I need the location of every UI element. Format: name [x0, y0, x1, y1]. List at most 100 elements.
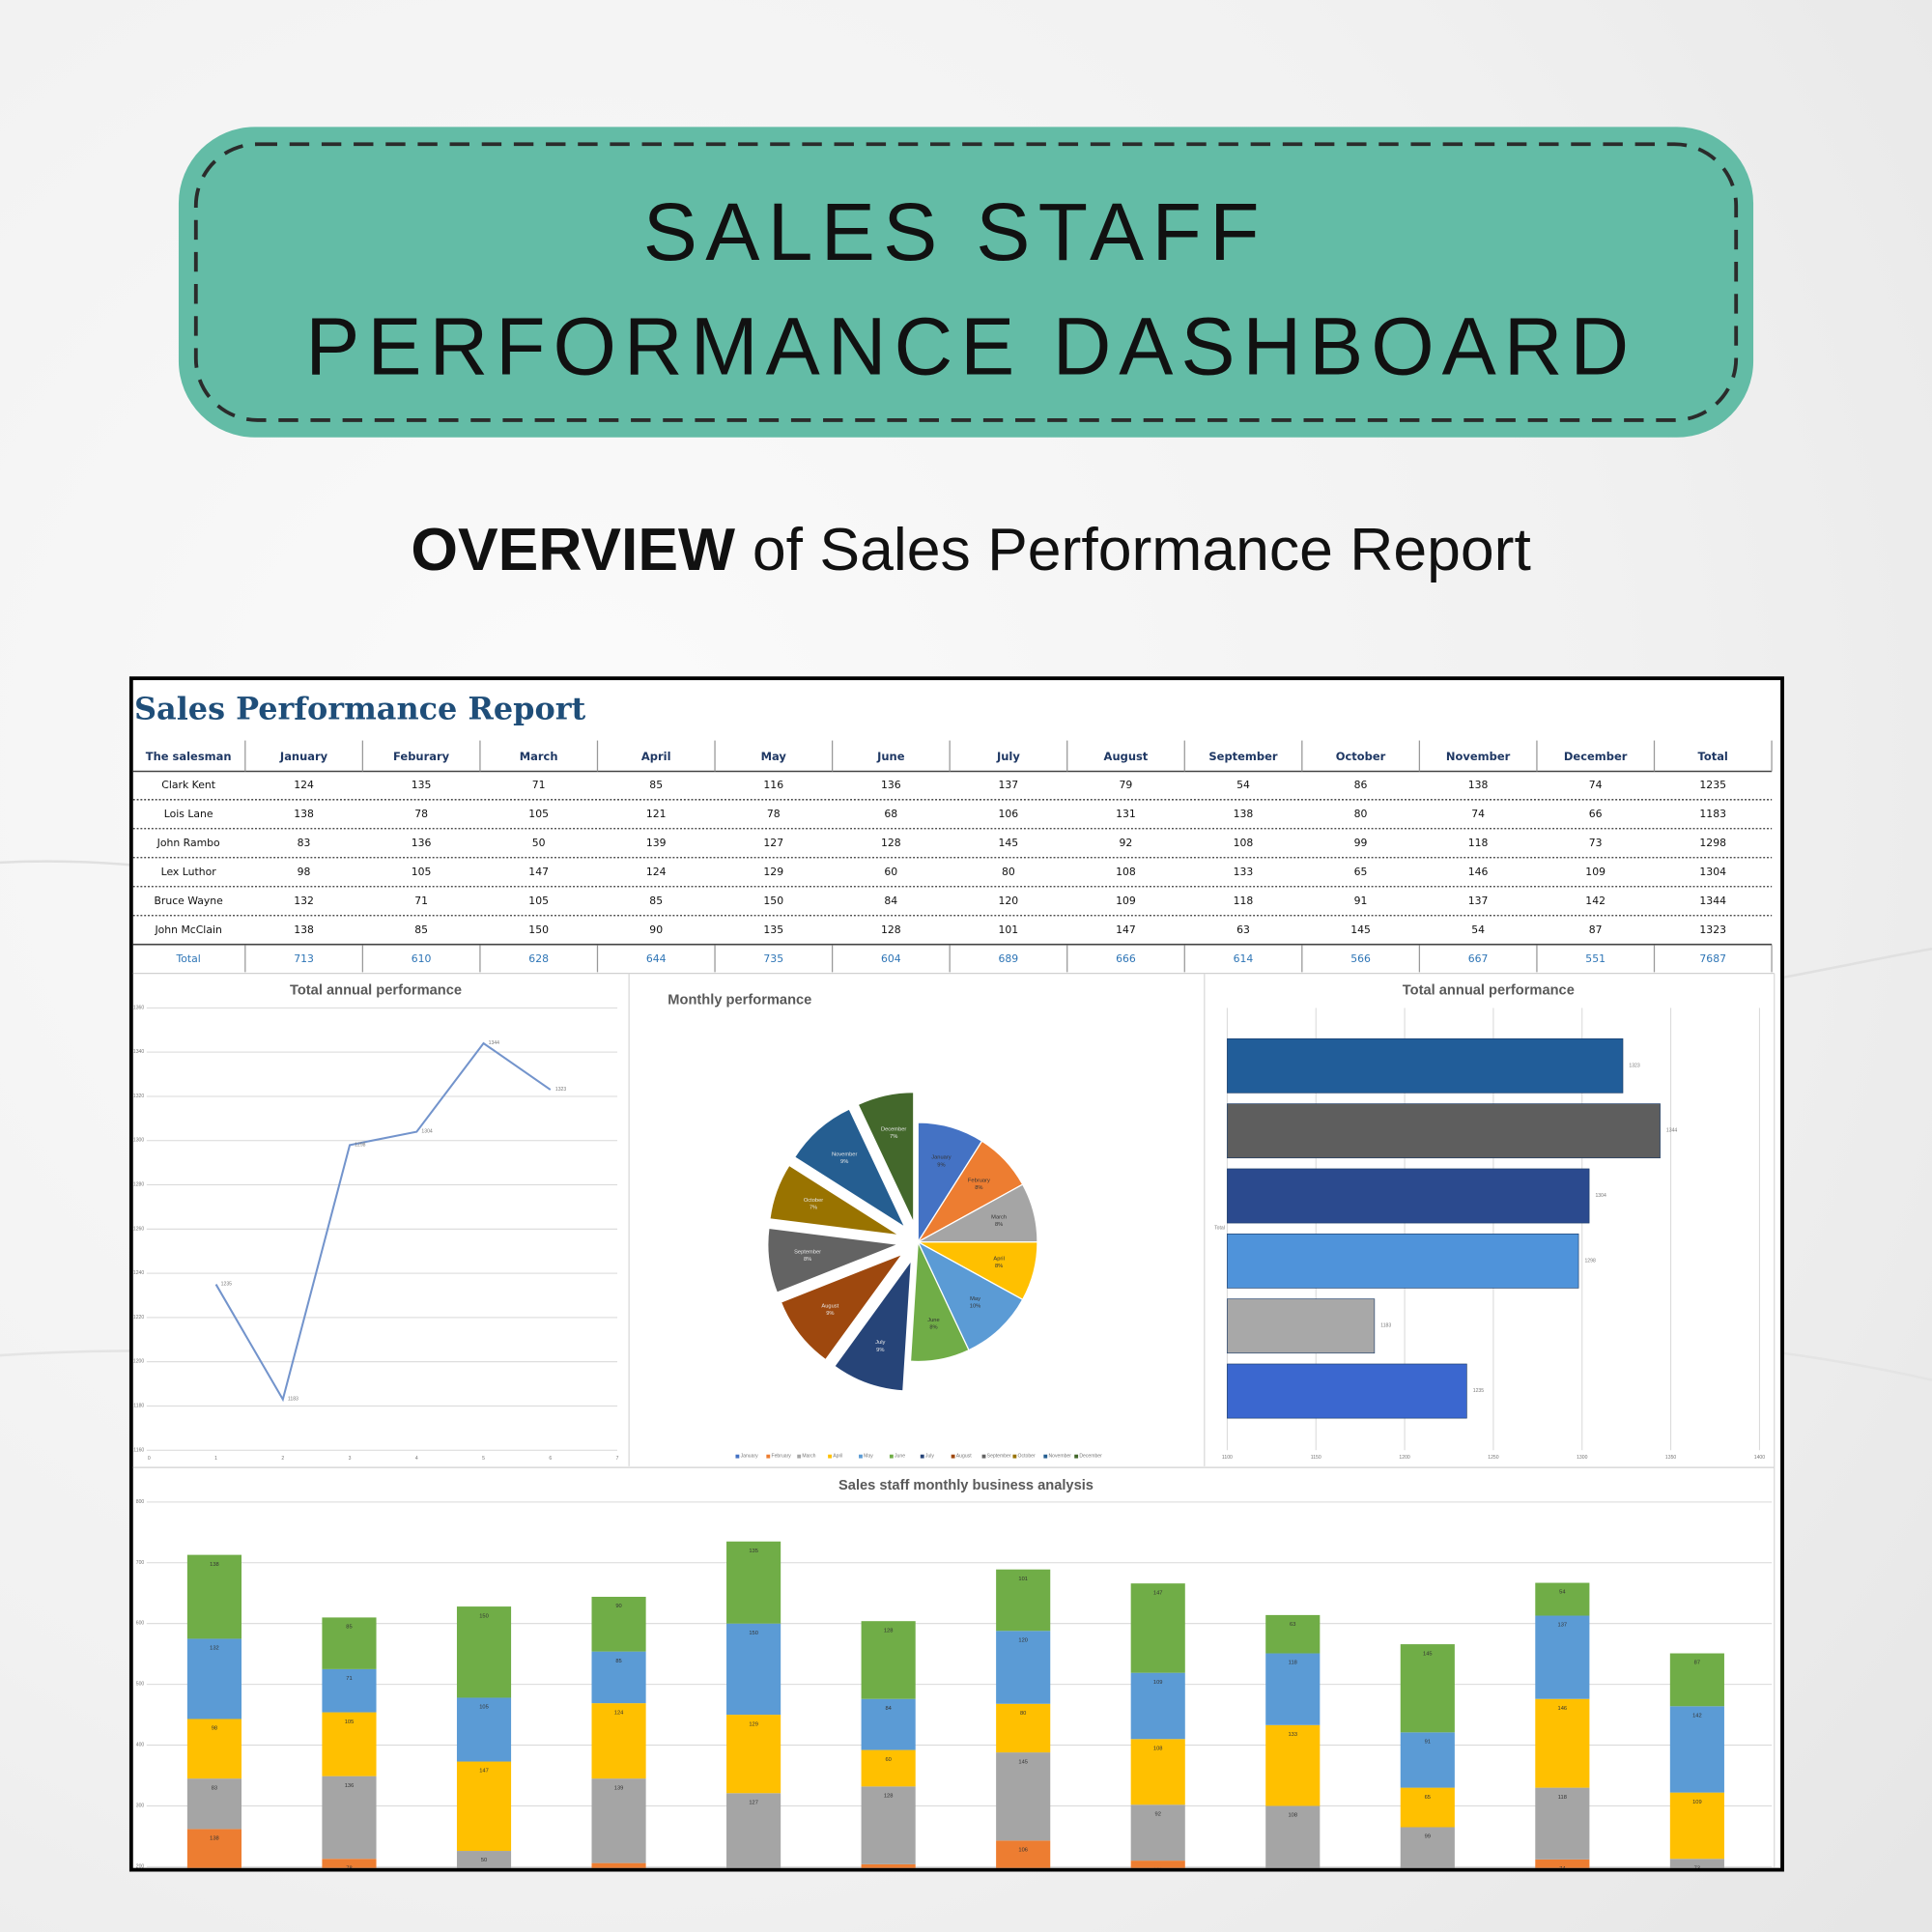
bar-segment	[456, 1697, 512, 1762]
table-cell: 1344	[1699, 895, 1726, 907]
pie-slice	[793, 1108, 907, 1230]
table-cell: 74	[1589, 779, 1603, 791]
bar-segment	[861, 1698, 916, 1750]
slice-label: January	[931, 1155, 951, 1161]
data-label: 129	[749, 1721, 758, 1727]
y-tick-label: 1280	[133, 1182, 144, 1188]
pie-slice	[916, 1240, 1024, 1351]
data-label: 1344	[1666, 1128, 1677, 1134]
bar-segment	[1130, 1861, 1185, 1868]
data-label: 128	[884, 1628, 894, 1634]
bar-segment	[456, 1761, 512, 1852]
x-tick-label: 1350	[1665, 1455, 1676, 1461]
y-tick-label: 1220	[133, 1315, 144, 1321]
legend-swatch	[1012, 1454, 1017, 1459]
table-cell: 138	[294, 808, 314, 820]
chart-title: Total annual performance	[290, 983, 462, 999]
y-tick-label: 1200	[133, 1359, 144, 1365]
legend-swatch	[797, 1454, 802, 1459]
table-header-cell: October	[1336, 750, 1386, 763]
bar	[1227, 1037, 1624, 1094]
line	[214, 1041, 552, 1403]
table-cell: 65	[1354, 866, 1368, 878]
table-cell: 108	[1116, 866, 1136, 878]
bar-segment	[861, 1621, 916, 1699]
bar-segment	[726, 1715, 781, 1794]
table-cell: 98	[298, 866, 311, 878]
header-box	[178, 127, 1754, 438]
data-label: 1298	[1584, 1258, 1595, 1264]
bar-segment	[996, 1752, 1051, 1841]
table-cell: 120	[999, 895, 1019, 907]
data-label: 118	[1558, 1795, 1567, 1801]
report-title: Sales Performance Report	[134, 690, 586, 726]
table-cell: 604	[881, 952, 901, 965]
legend-swatch	[889, 1454, 894, 1459]
bar-segment	[1669, 1706, 1724, 1793]
table-cell: 105	[412, 866, 432, 878]
y-tick-label: 1260	[133, 1226, 144, 1232]
legend-swatch	[828, 1454, 832, 1459]
bar-segment	[1535, 1859, 1590, 1868]
table-cell: 71	[532, 779, 546, 791]
bar-segment	[456, 1851, 512, 1868]
table-cell: 135	[763, 923, 783, 936]
table-cell: 68	[884, 808, 897, 820]
subtitle: OVERVIEW of Sales Performance Report	[411, 516, 1531, 583]
chart-title: Sales staff monthly business analysis	[838, 1478, 1094, 1493]
bar-segment	[456, 1606, 512, 1698]
table-cell: 131	[1116, 808, 1136, 820]
table-cell: 145	[1350, 923, 1371, 936]
slice-label: September	[794, 1249, 821, 1255]
table-cell: Clark Kent	[161, 779, 215, 791]
table-cell: 128	[881, 923, 901, 936]
table-cell: 644	[646, 952, 667, 965]
data-label: 124	[614, 1710, 624, 1716]
bar-segment	[861, 1749, 916, 1787]
data-label: 78	[346, 1865, 352, 1871]
bar-segment	[322, 1712, 377, 1776]
x-tick-label: 1400	[1754, 1455, 1765, 1461]
slice-label: October	[804, 1198, 823, 1204]
table-cell: John Rambo	[156, 837, 220, 849]
table-cell: 150	[528, 923, 549, 936]
table-cell: 83	[298, 837, 311, 849]
table-cell: 85	[649, 779, 663, 791]
slice-label: March	[991, 1214, 1007, 1220]
table-cell: 128	[881, 837, 901, 849]
slice-label: August	[821, 1303, 838, 1309]
bar-segment	[996, 1703, 1051, 1753]
x-tick-label: 6	[549, 1456, 552, 1462]
data-label: 83	[212, 1785, 217, 1791]
data-label: 118	[1289, 1661, 1297, 1666]
table-header-cell: Feburary	[393, 750, 450, 763]
bar-segment	[322, 1776, 377, 1860]
table-cell: 135	[412, 779, 432, 791]
table-cell: 136	[881, 779, 901, 791]
table-header-cell: August	[1104, 750, 1149, 763]
table-cell: 129	[763, 866, 783, 878]
bar	[1227, 1233, 1579, 1289]
bar-segment	[1535, 1582, 1590, 1616]
data-label: 1183	[1380, 1323, 1391, 1329]
chart-title: Monthly performance	[668, 993, 811, 1009]
bar-segment	[1265, 1653, 1321, 1725]
table-cell: 54	[1471, 923, 1485, 936]
table-cell: 666	[1116, 952, 1136, 965]
legend-swatch	[1043, 1454, 1048, 1459]
table-header-cell: The salesman	[146, 750, 232, 763]
bar-segment	[726, 1623, 781, 1716]
table-cell: 1323	[1699, 923, 1726, 936]
table-cell: 105	[528, 895, 549, 907]
table-cell: 124	[294, 779, 314, 791]
pie-slice	[769, 1164, 900, 1236]
bar-segment	[1535, 1698, 1590, 1788]
y-tick-label: 1180	[133, 1403, 144, 1408]
table-header-cell: June	[876, 750, 905, 763]
bar-segment	[591, 1862, 646, 1868]
table-cell: 80	[1354, 808, 1368, 820]
slice-label: December	[881, 1127, 906, 1133]
data-label: 146	[1558, 1706, 1568, 1712]
slice-label: 7%	[810, 1206, 817, 1211]
bar-segment	[996, 1569, 1051, 1632]
